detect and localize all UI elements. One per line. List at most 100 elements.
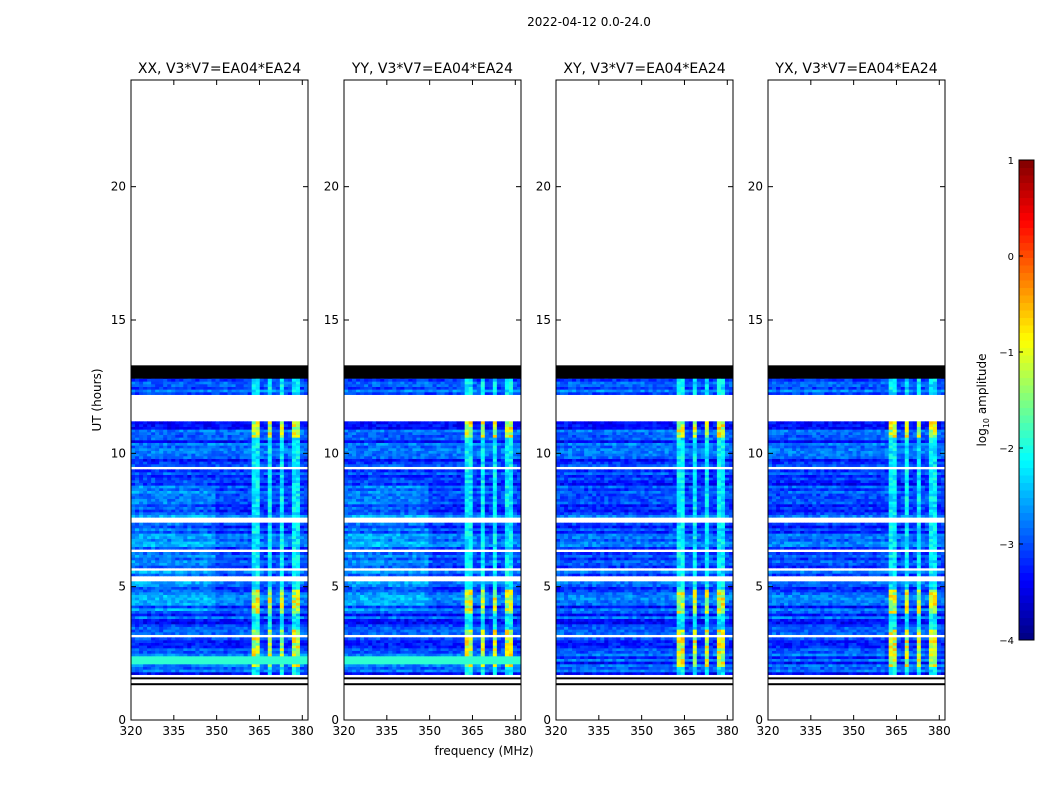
- heatmap-cell: [231, 650, 236, 654]
- heatmap-cell: [480, 626, 486, 630]
- heatmap-cell: [295, 389, 301, 393]
- heatmap-cell: [267, 648, 273, 651]
- heatmap-cell: [183, 658, 188, 662]
- heatmap-cell: [191, 666, 196, 670]
- heatmap-cell: [303, 616, 309, 619]
- heatmap-cell: [175, 384, 180, 387]
- heatmap-cell: [179, 626, 184, 630]
- heatmap-cell: [247, 589, 253, 593]
- heatmap-cell: [175, 381, 180, 385]
- heatmap-cell: [151, 522, 156, 526]
- heatmap-cell: [247, 389, 253, 393]
- heatmap-cell: [247, 544, 253, 547]
- heatmap-cell: [215, 658, 220, 662]
- heatmap-cell: [135, 586, 140, 590]
- heatmap-cell: [211, 434, 216, 438]
- heatmap-cell: [259, 464, 265, 467]
- heatmap-cell: [155, 605, 160, 609]
- heatmap-cell: [187, 653, 192, 657]
- heatmap-cell: [207, 538, 212, 542]
- heatmap-cell: [504, 653, 510, 657]
- heatmap-cell: [299, 488, 305, 491]
- heatmap-cell: [299, 533, 305, 537]
- heatmap-cell: [223, 669, 228, 673]
- heatmap-cell: [263, 616, 269, 619]
- heatmap-cell: [147, 616, 152, 619]
- heatmap-cell: [251, 472, 257, 475]
- heatmap-cell: [159, 453, 164, 457]
- heatmap-cell: [239, 504, 245, 507]
- heatmap-cell: [219, 536, 224, 539]
- heatmap-cell: [251, 488, 257, 491]
- heatmap-cell: [420, 626, 425, 630]
- heatmap-cell: [259, 584, 265, 587]
- heatmap-cell: [251, 448, 257, 451]
- heatmap-cell: [255, 666, 261, 670]
- heatmap-cell: [303, 458, 309, 462]
- heatmap-cell: [215, 560, 220, 563]
- heatmap-cell: [215, 432, 220, 435]
- heatmap-cell: [183, 608, 188, 611]
- heatmap-cell: [452, 640, 458, 643]
- heatmap-cell: [259, 528, 265, 531]
- heatmap-cell: [267, 645, 273, 649]
- heatmap-cell: [275, 533, 281, 537]
- heatmap-cell: [299, 458, 305, 462]
- heatmap-cell: [215, 474, 220, 478]
- heatmap-cell: [295, 602, 301, 606]
- heatmap-cell: [412, 650, 417, 654]
- heatmap-cell: [195, 386, 200, 390]
- heatmap-cell: [255, 552, 261, 555]
- heatmap-cell: [211, 461, 216, 465]
- heatmap-cell: [131, 565, 136, 569]
- heatmap-cell: [191, 658, 196, 662]
- heatmap-cell: [512, 653, 518, 657]
- heatmap-cell: [155, 426, 160, 430]
- heatmap-cell: [424, 658, 429, 662]
- heatmap-cell: [167, 597, 172, 601]
- heatmap-cell: [231, 458, 236, 462]
- heatmap-cell: [139, 562, 144, 566]
- heatmap-cell: [135, 632, 140, 635]
- heatmap-cell: [135, 482, 140, 486]
- heatmap-cell: [231, 616, 236, 619]
- heatmap-cell: [516, 626, 522, 630]
- heatmap-cell: [259, 501, 265, 505]
- heatmap-cell: [147, 445, 152, 449]
- heatmap-cell: [227, 560, 232, 563]
- heatmap-cell: [159, 600, 164, 603]
- heatmap-cell: [287, 493, 293, 497]
- heatmap-cell: [135, 530, 140, 534]
- heatmap-cell: [151, 664, 156, 667]
- heatmap-cell: [291, 442, 297, 446]
- heatmap-cell: [259, 378, 265, 382]
- heatmap-cell: [219, 624, 224, 627]
- heatmap-cell: [283, 504, 289, 507]
- heatmap-cell: [151, 656, 156, 659]
- heatmap-cell: [283, 434, 289, 438]
- heatmap-cell: [139, 450, 144, 454]
- heatmap-cell: [512, 658, 518, 662]
- heatmap-cell: [283, 472, 289, 475]
- heatmap-cell: [287, 546, 293, 550]
- heatmap-cell: [231, 648, 236, 651]
- heatmap-cell: [151, 504, 156, 507]
- heatmap-cell: [271, 618, 277, 622]
- heatmap-cell: [408, 672, 413, 675]
- heatmap-cell: [239, 544, 245, 547]
- heatmap-cell: [199, 480, 204, 483]
- heatmap-cell: [143, 448, 148, 451]
- heatmap-cell: [207, 613, 212, 617]
- heatmap-cell: [179, 589, 184, 593]
- heatmap-cell: [283, 586, 289, 590]
- heatmap-cell: [243, 570, 249, 574]
- heatmap-cell: [159, 458, 164, 462]
- heatmap-cell: [400, 632, 405, 635]
- heatmap-cell: [191, 640, 196, 643]
- heatmap-cell: [179, 645, 184, 649]
- heatmap-cell: [295, 514, 301, 518]
- heatmap-cell: [255, 637, 261, 641]
- heatmap-cell: [492, 624, 498, 627]
- heatmap-cell: [239, 546, 245, 550]
